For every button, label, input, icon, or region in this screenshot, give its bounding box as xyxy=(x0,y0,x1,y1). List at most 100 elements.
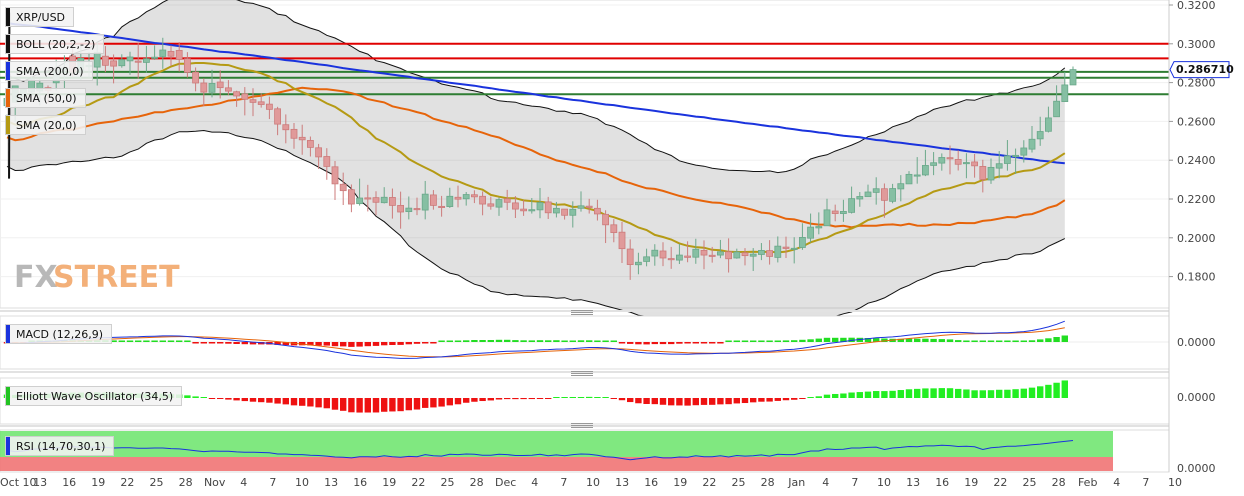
macd-histogram-bar xyxy=(331,342,339,347)
macd-histogram-bar xyxy=(446,340,453,342)
macd-histogram-bar xyxy=(413,342,421,344)
ewo-bar xyxy=(725,398,732,405)
ewo-bar xyxy=(553,397,560,398)
pane-divider-3[interactable] xyxy=(0,423,1169,428)
ewo-bar xyxy=(397,398,404,412)
macd-histogram-bar xyxy=(577,340,585,342)
x-tick-label: 25 xyxy=(441,476,455,489)
macd-histogram-bar xyxy=(520,340,527,342)
macd-histogram-bar xyxy=(323,342,330,346)
candle-body xyxy=(1012,154,1019,158)
ewo-bar xyxy=(881,391,888,398)
candle-body xyxy=(224,87,232,92)
ewo-bar xyxy=(536,398,544,399)
ewo-bar xyxy=(766,398,773,402)
macd-histogram-bar xyxy=(151,340,158,342)
x-tick-label: 19 xyxy=(91,476,105,489)
symbol-label: XRP/USD xyxy=(16,11,66,24)
pane-divider-1[interactable] xyxy=(0,310,1169,315)
y-tick-label: 0.2200 xyxy=(1177,193,1216,206)
sma200-swatch xyxy=(6,62,10,80)
x-tick-label: Dec xyxy=(495,476,516,489)
macd-histogram-bar xyxy=(397,342,404,345)
candle-body xyxy=(561,208,568,216)
boll-swatch xyxy=(6,35,10,53)
x-tick-label: 16 xyxy=(62,476,76,489)
candle-body xyxy=(692,248,700,258)
macd-histogram-bar xyxy=(725,340,732,342)
ewo-bar xyxy=(668,398,675,406)
macd-histogram-bar xyxy=(430,342,437,344)
candle-body xyxy=(339,183,347,192)
rsi-badge[interactable]: RSI (14,70,30,1) xyxy=(5,436,115,456)
macd-histogram-bar xyxy=(536,340,544,342)
symbol-badge[interactable]: XRP/USD xyxy=(5,7,75,27)
boll-badge[interactable]: BOLL (20,2,-2) xyxy=(5,34,105,54)
candle-body xyxy=(216,81,224,89)
candle-body xyxy=(946,157,954,160)
pane-divider-2[interactable] xyxy=(0,371,1169,376)
x-tick-label: 10 xyxy=(586,476,600,489)
macd-histogram-bar xyxy=(225,342,232,344)
candle-body xyxy=(922,165,929,176)
candle-body xyxy=(290,128,298,139)
ewo-bar xyxy=(225,398,232,400)
ewo-bar xyxy=(528,398,535,400)
x-tick-label: 22 xyxy=(411,476,425,489)
ewo-bar xyxy=(274,398,281,404)
macd-histogram-bar xyxy=(659,342,667,345)
macd-histogram-bar xyxy=(922,338,929,342)
fxstreet-watermark: FX STREET xyxy=(14,260,180,295)
macd-histogram-bar xyxy=(799,339,806,342)
candle-body xyxy=(495,199,503,208)
x-tick-label: 13 xyxy=(906,476,920,489)
candle-body xyxy=(274,108,282,125)
ewo-bar xyxy=(504,398,511,400)
candle-body xyxy=(487,203,495,207)
ewo-bar xyxy=(463,398,470,403)
ewo-bar xyxy=(643,398,650,404)
sma200-badge[interactable]: SMA (200,0) xyxy=(5,61,93,81)
ewo-bar xyxy=(577,397,585,398)
macd-histogram-bar xyxy=(364,342,371,347)
ewo-badge[interactable]: Elliott Wave Oscillator (34,5) xyxy=(5,386,183,406)
ewo-bar xyxy=(815,396,822,398)
macd-histogram-bar xyxy=(553,340,560,342)
rsi-pane xyxy=(0,429,1170,473)
ewo-bar xyxy=(618,398,626,401)
sma50-badge[interactable]: SMA (50,0) xyxy=(5,88,86,108)
ewo-bar xyxy=(512,398,519,400)
macd-histogram-bar xyxy=(717,342,724,344)
candle-body xyxy=(643,256,650,262)
sma20-badge[interactable]: SMA (20,0) xyxy=(5,115,86,135)
macd-histogram-bar xyxy=(709,342,716,344)
candle-body xyxy=(954,159,962,165)
macd-histogram-bar xyxy=(979,340,986,342)
bollinger-upper-line xyxy=(6,0,1066,174)
ewo-bar xyxy=(495,398,503,400)
macd-badge[interactable]: MACD (12,26,9) xyxy=(5,324,113,344)
rsi-swatch xyxy=(6,437,10,455)
candle-body xyxy=(725,251,732,260)
ewo-bar xyxy=(676,398,683,406)
x-tick-label: Feb xyxy=(1078,476,1097,489)
macd-histogram-bar xyxy=(348,342,355,347)
bollinger-band-fill xyxy=(7,0,1065,334)
y-tick-label: 0.2600 xyxy=(1177,115,1216,128)
macd-histogram-bar xyxy=(750,340,757,342)
macd-histogram-bar xyxy=(282,342,289,346)
candle-body xyxy=(151,56,159,59)
x-tick-label: 7 xyxy=(1142,476,1149,489)
macd-histogram-bar xyxy=(832,337,839,342)
ewo-bar xyxy=(1012,389,1019,398)
macd-histogram-bar xyxy=(930,338,937,342)
ewo-bar xyxy=(249,398,257,402)
macd-histogram-bar xyxy=(274,342,281,345)
candle-body xyxy=(118,59,126,67)
macd-histogram-bar xyxy=(471,340,478,342)
ewo-bar xyxy=(1045,384,1052,398)
macd-histogram-bar xyxy=(372,342,380,346)
candle-body xyxy=(717,251,724,256)
candle-body xyxy=(265,103,273,110)
